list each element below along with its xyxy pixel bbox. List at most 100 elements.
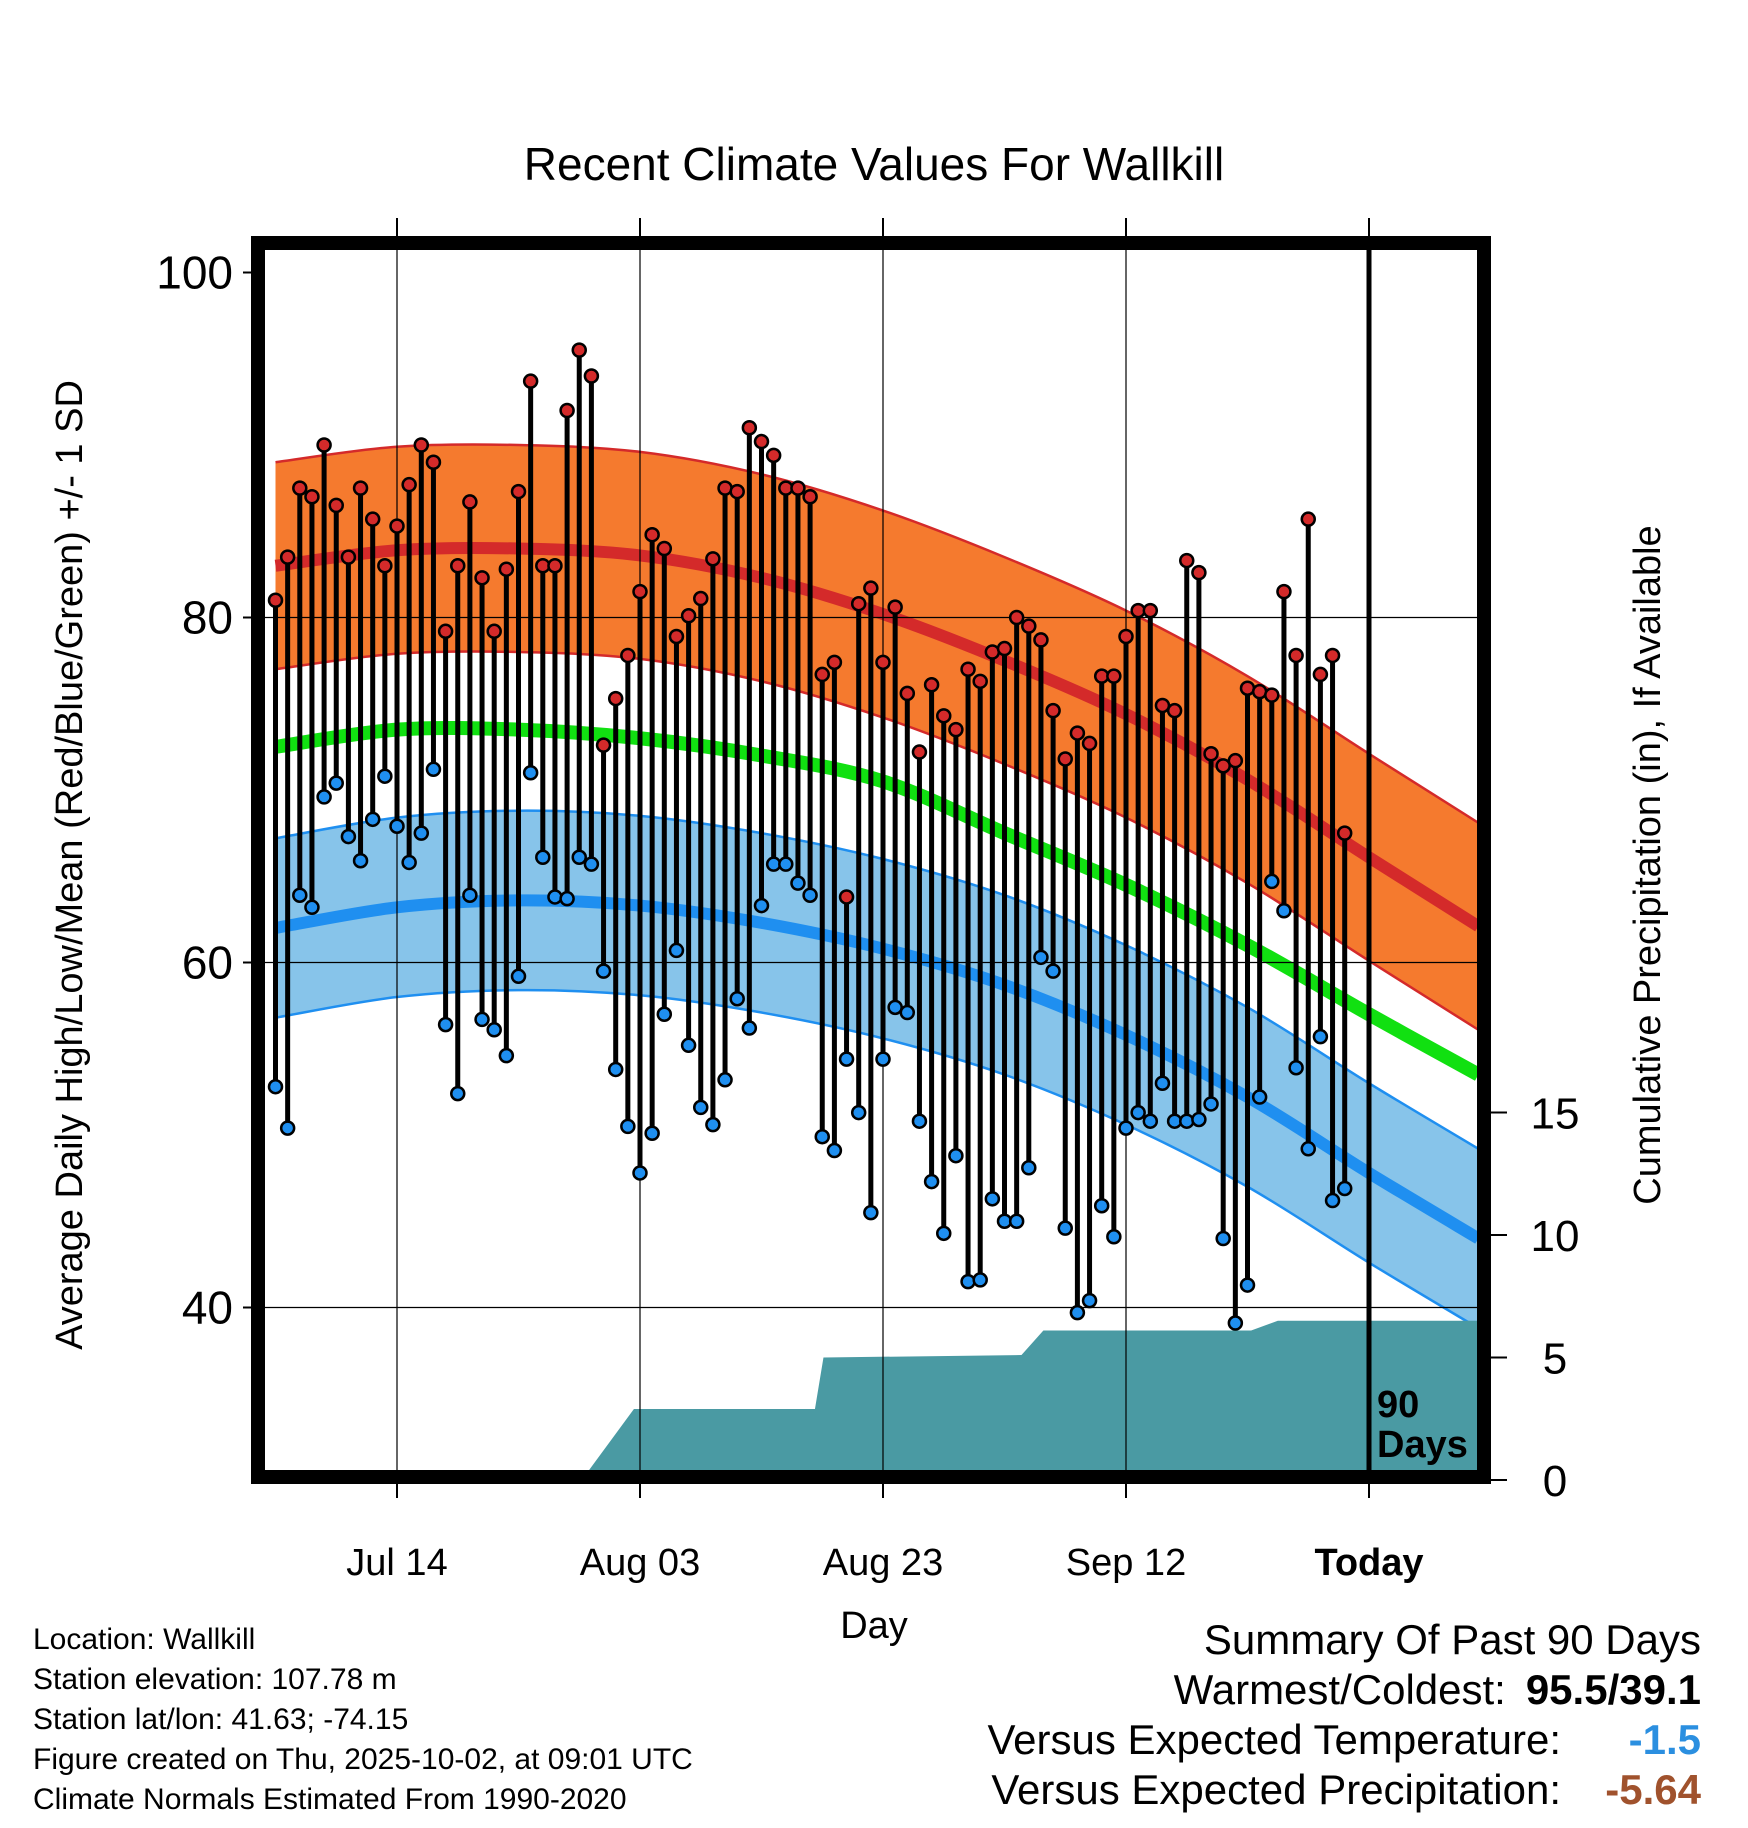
today-label-line2: Days — [1377, 1424, 1468, 1466]
low-point — [1130, 1104, 1146, 1121]
high-point — [547, 558, 563, 574]
high-point — [729, 483, 745, 500]
warm-cold-value: 95.5/39.1 — [1525, 1666, 1701, 1713]
low-point — [522, 765, 539, 781]
high-point — [814, 666, 830, 683]
chart-title: Recent Climate Values For Wallkill — [524, 138, 1224, 190]
high-point — [693, 590, 709, 607]
low-point — [1118, 1120, 1134, 1136]
low-point — [340, 828, 357, 845]
cumulative-precip-area — [589, 1320, 1477, 1470]
y2-tick-label: 10 — [1531, 1212, 1580, 1261]
high-point — [656, 540, 673, 557]
low-point — [535, 849, 551, 866]
low-point — [948, 1147, 964, 1164]
low-point — [389, 818, 405, 834]
high-point — [911, 744, 928, 760]
low-point — [802, 887, 818, 903]
x-tick-label: Aug 23 — [823, 1542, 943, 1584]
high-point — [1166, 702, 1183, 719]
low-point — [486, 1022, 502, 1038]
low-point — [498, 1047, 515, 1064]
low-point — [863, 1204, 879, 1221]
low-point — [401, 854, 417, 871]
high-point — [1142, 602, 1159, 619]
y2-axis-label: Cumulative Precipitation (in), If Availa… — [1627, 525, 1669, 1204]
low-point — [607, 1061, 624, 1078]
low-point — [1276, 903, 1292, 919]
high-point — [887, 599, 903, 615]
high-point — [838, 889, 855, 905]
high-point — [474, 570, 490, 586]
high-point — [899, 685, 916, 702]
high-point — [668, 628, 685, 645]
daily-points — [267, 342, 1353, 1331]
high-point — [389, 518, 405, 534]
high-point — [1021, 618, 1037, 634]
low-point — [462, 887, 478, 903]
elevation-text: Station elevation: 107.78 m — [33, 1663, 397, 1696]
high-point — [753, 433, 770, 450]
low-point — [1179, 1113, 1195, 1129]
created-text: Figure created on Thu, 2025-10-02, at 09… — [33, 1743, 693, 1776]
precip-label: Versus Expected Precipitation: — [991, 1766, 1561, 1813]
high-point — [1264, 687, 1280, 703]
high-point — [972, 673, 988, 690]
high-point — [401, 476, 417, 493]
low-point — [1008, 1213, 1025, 1229]
high-point — [1191, 564, 1207, 581]
y-tick-label: 60 — [182, 937, 233, 989]
axes: 40 60 80 100 0 5 10 15 Jul 14 Aug 03 Aug 23 Sep 12 T… — [156, 218, 1579, 1584]
low-point — [899, 1004, 916, 1021]
low-point — [936, 1225, 952, 1242]
low-point — [1288, 1059, 1304, 1076]
low-point — [984, 1191, 1001, 1207]
station-info: Location: Wallkill Station elevation: 10… — [33, 1620, 693, 1820]
low-point — [328, 775, 344, 791]
summary-panel: Summary Of Past 90 Days Warmest/Coldest:… — [987, 1615, 1701, 1815]
low-point — [741, 1020, 758, 1036]
low-point — [923, 1173, 940, 1190]
low-point — [450, 1085, 466, 1102]
high-point — [826, 654, 843, 671]
low-point — [1312, 1028, 1329, 1045]
high-point — [377, 558, 393, 574]
precipitation-area — [589, 1320, 1477, 1470]
high-point — [583, 368, 600, 384]
high-point — [620, 647, 636, 664]
low-point — [413, 825, 430, 841]
low-point — [753, 897, 770, 914]
high-point — [1336, 825, 1353, 841]
high-point — [850, 595, 867, 612]
high-point — [790, 480, 806, 496]
low-point — [814, 1128, 830, 1145]
low-point — [680, 1037, 697, 1054]
low-point — [1191, 1111, 1207, 1128]
low-point — [571, 849, 587, 866]
low-point — [972, 1272, 988, 1288]
high-point — [1203, 746, 1219, 762]
low-point — [632, 1165, 648, 1181]
temp-label: Versus Expected Temperature: — [987, 1716, 1561, 1763]
y-tick-label: 40 — [182, 1282, 233, 1334]
high-point — [996, 640, 1013, 657]
low-point — [583, 856, 600, 872]
high-point — [267, 592, 284, 608]
low-point — [425, 761, 442, 778]
today-marker: 90 Days — [1366, 250, 1468, 1470]
low-point — [352, 852, 369, 869]
high-point — [1106, 668, 1122, 684]
high-point — [948, 721, 964, 738]
low-point — [1081, 1292, 1098, 1309]
y2-tick-label: 15 — [1531, 1090, 1580, 1139]
precip-row: Versus Expected Precipitation: -5.64 — [987, 1765, 1701, 1815]
high-point — [1312, 666, 1329, 683]
high-point — [559, 402, 575, 419]
high-point — [923, 677, 940, 693]
high-point — [425, 454, 442, 470]
high-point — [680, 608, 697, 624]
high-point — [1276, 583, 1292, 600]
low-point — [364, 811, 381, 828]
high-point — [316, 437, 332, 453]
high-point — [1300, 511, 1316, 527]
